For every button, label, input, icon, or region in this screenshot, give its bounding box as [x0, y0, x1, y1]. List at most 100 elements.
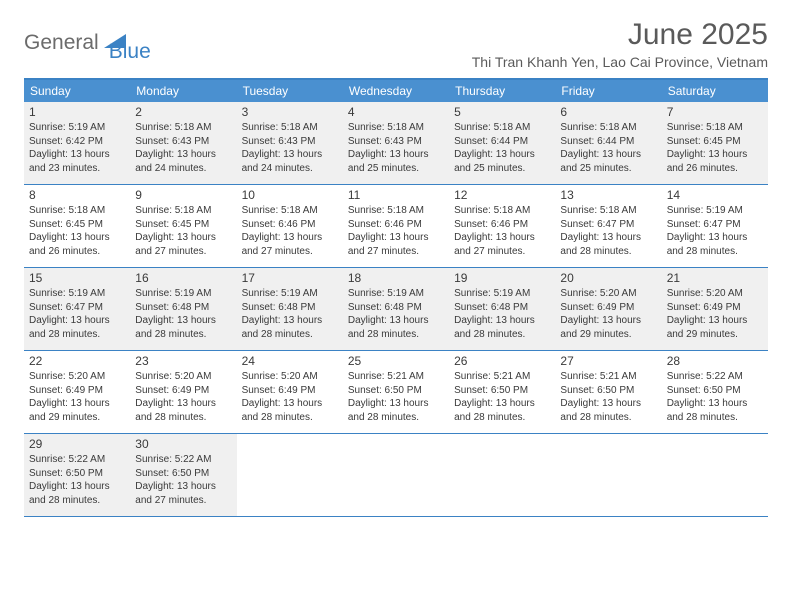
day-number: 29: [29, 437, 125, 451]
day-cell: 4Sunrise: 5:18 AMSunset: 6:43 PMDaylight…: [343, 102, 449, 184]
weekday-wednesday: Wednesday: [343, 80, 449, 102]
day-cell: [343, 434, 449, 516]
day-number: 20: [560, 271, 656, 285]
day-details: Sunrise: 5:18 AMSunset: 6:46 PMDaylight:…: [454, 204, 550, 258]
day-cell: 6 Sunrise: 5:18 AMSunset: 6:44 PMDaylight…: [555, 102, 661, 184]
day-cell: [555, 434, 661, 516]
day-cell: 27Sunrise: 5:21 AMSunset: 6:50 PMDayligh…: [555, 351, 661, 433]
week-row: 8 Sunrise: 5:18 AMSunset: 6:45 PMDaylight…: [24, 185, 768, 268]
day-number: 8: [29, 188, 125, 202]
day-details: Sunrise: 5:19 AMSunset: 6:42 PMDaylight:…: [29, 121, 125, 175]
day-number: 24: [242, 354, 338, 368]
logo-text-1: General: [24, 31, 99, 55]
day-cell: 12 Sunrise: 5:18 AMSunset: 6:46 PMDayligh…: [449, 185, 555, 267]
day-number: 10: [242, 188, 338, 202]
day-details: Sunrise: 5:18 AMSunset: 6:45 PMDaylight:…: [667, 121, 763, 175]
day-number: 16: [135, 271, 231, 285]
day-details: Sunrise: 5:18 AMSunset: 6:44 PMDaylight:…: [560, 121, 656, 175]
day-cell: 7Sunrise: 5:18 AMSunset: 6:45 PMDaylight…: [662, 102, 768, 184]
day-details: Sunrise: 5:20 AMSunset: 6:49 PMDaylight:…: [667, 287, 763, 341]
day-details: Sunrise: 5:18 AMSunset: 6:43 PMDaylight:…: [348, 121, 444, 175]
day-cell: 18Sunrise: 5:19 AMSunset: 6:48 PMDayligh…: [343, 268, 449, 350]
day-number: 26: [454, 354, 550, 368]
day-details: Sunrise: 5:20 AMSunset: 6:49 PMDaylight:…: [242, 370, 338, 424]
day-cell: 25 Sunrise: 5:21 AMSunset: 6:50 PMDayligh…: [343, 351, 449, 433]
day-details: Sunrise: 5:18 AMSunset: 6:44 PMDaylight:…: [454, 121, 550, 175]
day-details: Sunrise: 5:19 AMSunset: 6:48 PMDaylight:…: [135, 287, 231, 341]
day-details: Sunrise: 5:18 AMSunset: 6:43 PMDaylight:…: [135, 121, 231, 175]
day-number: 30: [135, 437, 231, 451]
day-cell: [237, 434, 343, 516]
day-cell: 9Sunrise: 5:18 AMSunset: 6:45 PMDaylight…: [130, 185, 236, 267]
weekday-sunday: Sunday: [24, 80, 130, 102]
day-number: 17: [242, 271, 338, 285]
week-row: 1 Sunrise: 5:19 AMSunset: 6:42 PMDaylight…: [24, 102, 768, 185]
weekday-tuesday: Tuesday: [237, 80, 343, 102]
day-number: 11: [348, 188, 444, 202]
day-cell: 16 Sunrise: 5:19 AMSunset: 6:48 PMDayligh…: [130, 268, 236, 350]
day-cell: 29 Sunrise: 5:22 AMSunset: 6:50 PMDayligh…: [24, 434, 130, 516]
location: Thi Tran Khanh Yen, Lao Cai Province, Vi…: [472, 54, 768, 70]
day-details: Sunrise: 5:20 AMSunset: 6:49 PMDaylight:…: [560, 287, 656, 341]
day-number: 1: [29, 105, 125, 119]
weekday-row: SundayMondayTuesdayWednesdayThursdayFrid…: [24, 80, 768, 102]
week-row: 29 Sunrise: 5:22 AMSunset: 6:50 PMDayligh…: [24, 434, 768, 517]
day-number: 12: [454, 188, 550, 202]
day-cell: 28Sunrise: 5:22 AMSunset: 6:50 PMDayligh…: [662, 351, 768, 433]
day-cell: 1 Sunrise: 5:19 AMSunset: 6:42 PMDaylight…: [24, 102, 130, 184]
day-number: 28: [667, 354, 763, 368]
weeks-container: 1 Sunrise: 5:19 AMSunset: 6:42 PMDaylight…: [24, 102, 768, 517]
day-number: 2: [135, 105, 231, 119]
day-details: Sunrise: 5:22 AMSunset: 6:50 PMDaylight:…: [29, 453, 125, 507]
day-number: 15: [29, 271, 125, 285]
calendar: SundayMondayTuesdayWednesdayThursdayFrid…: [24, 78, 768, 517]
day-cell: 13Sunrise: 5:18 AMSunset: 6:47 PMDayligh…: [555, 185, 661, 267]
day-cell: 30 Sunrise: 5:22 AMSunset: 6:50 PMDayligh…: [130, 434, 236, 516]
month-title: June 2025: [472, 18, 768, 52]
day-number: 14: [667, 188, 763, 202]
weekday-saturday: Saturday: [662, 80, 768, 102]
day-number: 3: [242, 105, 338, 119]
day-cell: 15 Sunrise: 5:19 AMSunset: 6:47 PMDayligh…: [24, 268, 130, 350]
day-details: Sunrise: 5:21 AMSunset: 6:50 PMDaylight:…: [560, 370, 656, 424]
day-cell: 8 Sunrise: 5:18 AMSunset: 6:45 PMDaylight…: [24, 185, 130, 267]
header: General Blue June 2025 Thi Tran Khanh Ye…: [24, 18, 768, 70]
day-cell: 11 Sunrise: 5:18 AMSunset: 6:46 PMDayligh…: [343, 185, 449, 267]
title-block: June 2025 Thi Tran Khanh Yen, Lao Cai Pr…: [472, 18, 768, 70]
day-details: Sunrise: 5:18 AMSunset: 6:46 PMDaylight:…: [348, 204, 444, 258]
day-details: Sunrise: 5:21 AMSunset: 6:50 PMDaylight:…: [454, 370, 550, 424]
day-cell: 19Sunrise: 5:19 AMSunset: 6:48 PMDayligh…: [449, 268, 555, 350]
week-row: 22 Sunrise: 5:20 AMSunset: 6:49 PMDayligh…: [24, 351, 768, 434]
day-cell: [449, 434, 555, 516]
day-details: Sunrise: 5:19 AMSunset: 6:48 PMDaylight:…: [348, 287, 444, 341]
day-details: Sunrise: 5:19 AMSunset: 6:48 PMDaylight:…: [242, 287, 338, 341]
day-cell: 21 Sunrise: 5:20 AMSunset: 6:49 PMDayligh…: [662, 268, 768, 350]
day-cell: 24 Sunrise: 5:20 AMSunset: 6:49 PMDayligh…: [237, 351, 343, 433]
day-cell: [662, 434, 768, 516]
day-number: 21: [667, 271, 763, 285]
day-number: 5: [454, 105, 550, 119]
day-details: Sunrise: 5:18 AMSunset: 6:46 PMDaylight:…: [242, 204, 338, 258]
day-cell: 5 Sunrise: 5:18 AMSunset: 6:44 PMDaylight…: [449, 102, 555, 184]
day-details: Sunrise: 5:19 AMSunset: 6:47 PMDaylight:…: [667, 204, 763, 258]
day-number: 6: [560, 105, 656, 119]
day-details: Sunrise: 5:19 AMSunset: 6:48 PMDaylight:…: [454, 287, 550, 341]
day-details: Sunrise: 5:21 AMSunset: 6:50 PMDaylight:…: [348, 370, 444, 424]
day-number: 22: [29, 354, 125, 368]
day-cell: 23 Sunrise: 5:20 AMSunset: 6:49 PMDayligh…: [130, 351, 236, 433]
day-cell: 26 Sunrise: 5:21 AMSunset: 6:50 PMDayligh…: [449, 351, 555, 433]
weekday-friday: Friday: [555, 80, 661, 102]
day-details: Sunrise: 5:20 AMSunset: 6:49 PMDaylight:…: [135, 370, 231, 424]
day-details: Sunrise: 5:22 AMSunset: 6:50 PMDaylight:…: [135, 453, 231, 507]
day-details: Sunrise: 5:18 AMSunset: 6:47 PMDaylight:…: [560, 204, 656, 258]
day-cell: 14 Sunrise: 5:19 AMSunset: 6:47 PMDayligh…: [662, 185, 768, 267]
day-details: Sunrise: 5:19 AMSunset: 6:47 PMDaylight:…: [29, 287, 125, 341]
day-cell: 20 Sunrise: 5:20 AMSunset: 6:49 PMDayligh…: [555, 268, 661, 350]
day-details: Sunrise: 5:18 AMSunset: 6:45 PMDaylight:…: [29, 204, 125, 258]
day-details: Sunrise: 5:18 AMSunset: 6:45 PMDaylight:…: [135, 204, 231, 258]
day-number: 23: [135, 354, 231, 368]
day-number: 25: [348, 354, 444, 368]
logo-text-2: Blue: [109, 40, 151, 64]
weekday-thursday: Thursday: [449, 80, 555, 102]
week-row: 15 Sunrise: 5:19 AMSunset: 6:47 PMDayligh…: [24, 268, 768, 351]
